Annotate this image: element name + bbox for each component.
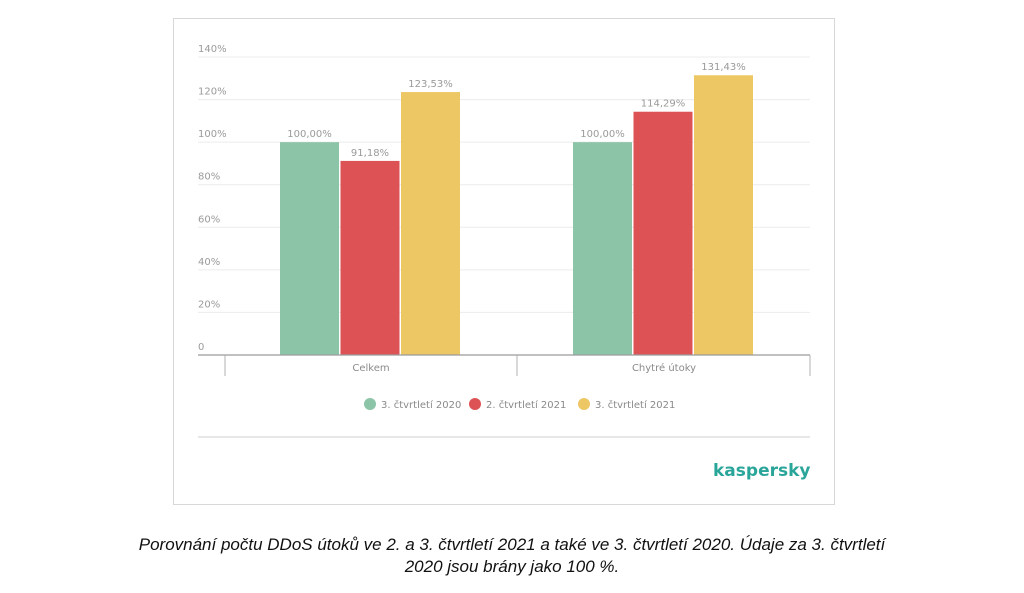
kaspersky-logo: kaspersky: [713, 461, 810, 481]
data-label: 131,43%: [701, 62, 746, 73]
legend-marker: [578, 398, 590, 410]
data-label: 100,00%: [580, 129, 625, 140]
y-tick-label: 140%: [198, 44, 227, 55]
bar: [633, 111, 693, 355]
figure-caption: Porovnání počtu DDoS útoků ve 2. a 3. čt…: [0, 534, 1024, 578]
data-label: 123,53%: [408, 79, 453, 90]
caption-line-2: 2020 jsou brány jako 100 %.: [404, 557, 620, 576]
bar: [280, 142, 339, 355]
y-tick-label: 20%: [198, 299, 220, 310]
y-tick-label: 80%: [198, 172, 220, 183]
bar: [340, 160, 400, 355]
bar: [694, 75, 753, 356]
legend-label: 2. čtvrtletí 2021: [486, 399, 566, 411]
legend-label: 3. čtvrtletí 2020: [381, 399, 461, 411]
data-label: 91,18%: [351, 148, 389, 159]
x-axis: Celkem Chytré útoky: [198, 354, 811, 376]
y-tick-label: 40%: [198, 257, 220, 268]
bars: 100,00% 91,18% 123,53% 100,00% 114,29% 131,43…: [280, 62, 753, 356]
bar: [401, 92, 460, 356]
legend-label: 3. čtvrtletí 2021: [595, 399, 675, 411]
bar: [573, 142, 632, 355]
legend-marker: [364, 398, 376, 410]
chart-frame: [173, 18, 835, 505]
y-tick-label: 60%: [198, 214, 220, 225]
y-tick-label: 120%: [198, 87, 227, 98]
data-label: 100,00%: [287, 129, 332, 140]
data-label: 114,29%: [641, 99, 686, 110]
x-category-label: Celkem: [352, 363, 389, 374]
y-tick-label: 100%: [198, 129, 227, 140]
caption-line-1: Porovnání počtu DDoS útoků ve 2. a 3. čt…: [138, 535, 886, 554]
legend-marker: [469, 398, 481, 410]
y-tick-label: 0: [198, 342, 204, 353]
legend: 3. čtvrtletí 2020 2. čtvrtletí 2021 3. čtv…: [364, 398, 675, 411]
x-category-label: Chytré útoky: [632, 362, 696, 374]
